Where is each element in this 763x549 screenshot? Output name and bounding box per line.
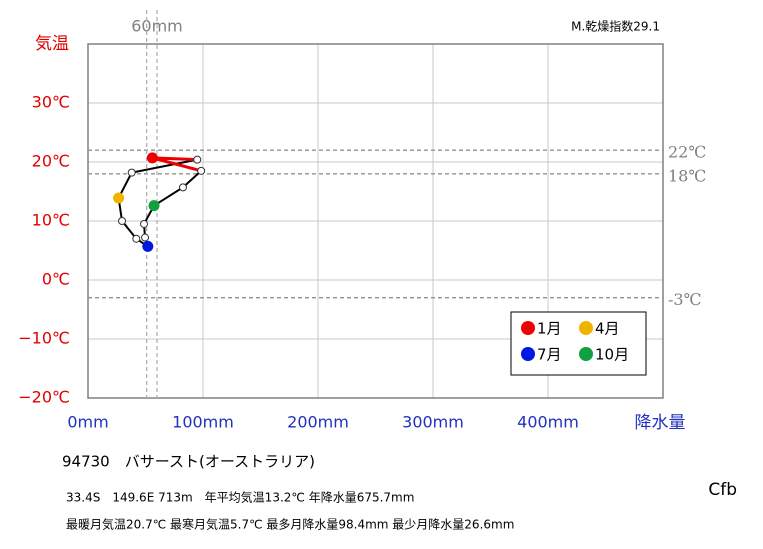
x-tick-label: 0mm (67, 413, 108, 432)
legend-label: 7月 (537, 346, 562, 364)
y-tick-label: 20℃ (32, 152, 70, 171)
dryness-index: M.乾燥指数29.1 (571, 19, 660, 34)
legend-marker (521, 321, 535, 335)
legend-marker (579, 347, 593, 361)
month-point (141, 233, 150, 242)
month-point (193, 155, 202, 164)
month-point (142, 240, 154, 252)
reference-label: 18℃ (668, 166, 706, 185)
month-point (118, 217, 127, 225)
reference-label: 22℃ (668, 143, 706, 162)
month-point (146, 152, 158, 164)
month-point (113, 192, 125, 204)
x-tick-label: 300mm (402, 413, 464, 432)
y-tick-label: 30℃ (32, 93, 70, 112)
koppen-class: Cfb (708, 480, 737, 500)
info-line: 33.4S 149.6E 713m 年平均気温13.2℃ 年降水量675.7mm (66, 490, 414, 505)
month-point (148, 200, 160, 212)
y-tick-label: −10℃ (18, 329, 70, 348)
reference-label: -3℃ (668, 290, 701, 309)
legend-marker (521, 347, 535, 361)
y-tick-label: −20℃ (18, 388, 70, 407)
legend-label: 10月 (595, 346, 629, 364)
x-tick-label: 200mm (287, 413, 349, 432)
x-axis-label: 降水量 (635, 413, 686, 433)
month-point (132, 234, 141, 243)
legend-box (510, 311, 647, 376)
reference-label: 60mm (131, 17, 183, 36)
month-point (127, 168, 136, 177)
y-tick-label: 10℃ (32, 211, 70, 230)
legend-label: 4月 (595, 320, 620, 338)
month-point (140, 219, 149, 228)
legend-label: 1月 (537, 320, 562, 338)
x-tick-label: 100mm (172, 413, 234, 432)
x-tick-label: 400mm (517, 413, 579, 432)
y-axis-label: 気温 (35, 34, 69, 54)
legend-marker (579, 321, 593, 335)
plot-frame (87, 43, 664, 399)
month-point (178, 183, 187, 192)
y-tick-label: 0℃ (42, 270, 70, 289)
chart-title: 94730 バサースト(オーストラリア) (62, 453, 315, 471)
month-point (197, 166, 206, 175)
info-line: 最暖月気温20.7℃ 最寒月気温5.7℃ 最多月降水量98.4mm 最少月降水量… (66, 517, 514, 532)
